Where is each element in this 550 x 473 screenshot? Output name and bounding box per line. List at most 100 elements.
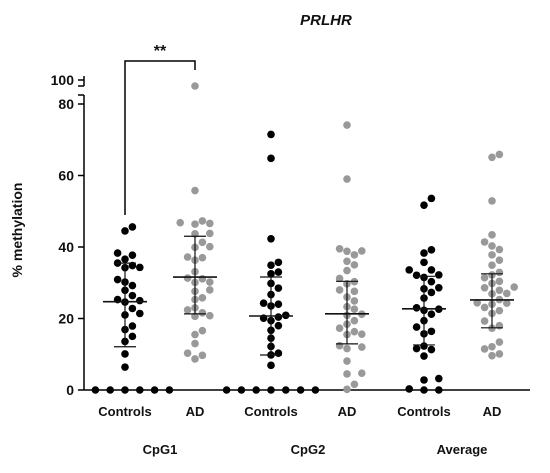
data-point-cpg2-controls [274, 284, 283, 292]
data-point-average-controls [427, 246, 436, 254]
data-point-cpg2-ad [343, 121, 351, 129]
data-point-cpg2-ad [350, 316, 359, 325]
data-point-cpg2-controls [274, 313, 283, 321]
data-point-average-controls [420, 249, 428, 257]
data-point-cpg1-ad [191, 229, 199, 238]
data-point-cpg2-ad [358, 343, 366, 351]
data-point-average-controls [420, 201, 428, 209]
data-point-cpg1-ad [191, 186, 199, 195]
data-point-cpg2-controls [267, 154, 275, 163]
data-point-average-controls [435, 271, 443, 279]
data-point-cpg2-controls [259, 299, 268, 307]
data-point-average-controls [435, 283, 443, 292]
data-point-average-controls [420, 342, 428, 350]
data-point-cpg2-controls [274, 349, 283, 357]
data-point-cpg1-controls [121, 386, 129, 394]
data-point-average-ad [480, 345, 489, 353]
data-point-cpg2-ad [343, 175, 351, 183]
data-point-cpg1-controls [113, 275, 122, 284]
data-point-average-ad [488, 197, 496, 205]
data-point-cpg2-ad [343, 385, 351, 394]
data-point-cpg2-controls [267, 261, 275, 270]
data-point-cpg1-controls [165, 386, 174, 394]
group-label-cpg2: CpG2 [291, 442, 326, 457]
data-point-average-controls [412, 344, 421, 353]
data-point-cpg2-ad [343, 266, 351, 275]
data-point-cpg2-controls [267, 234, 275, 243]
data-point-average-ad [495, 268, 504, 277]
data-point-cpg1-ad [198, 238, 207, 247]
data-point-cpg1-controls [121, 227, 129, 235]
data-point-cpg1-controls [113, 249, 122, 257]
data-point-cpg1-ad [206, 219, 214, 228]
data-point-average-ad [488, 261, 496, 270]
data-point-average-ad [495, 277, 504, 286]
data-point-cpg1-ad [191, 82, 199, 90]
data-point-average-ad [495, 286, 504, 295]
data-point-average-ad [495, 256, 504, 265]
data-point-average-controls [427, 327, 436, 336]
data-point-cpg1-controls [136, 386, 144, 394]
data-point-cpg1-controls [91, 386, 100, 394]
x-tick-label-average-controls: Controls [397, 404, 450, 419]
data-point-average-controls [412, 323, 421, 331]
data-point-cpg1-ad [191, 312, 199, 321]
data-point-average-ad [488, 242, 496, 250]
data-point-average-ad [495, 306, 504, 315]
y-axis-label: % methylation [9, 183, 25, 278]
data-point-average-ad [495, 338, 504, 346]
x-tick-label-cpg2-controls: Controls [244, 404, 297, 419]
data-point-cpg2-controls [282, 386, 290, 394]
data-point-cpg1-controls [128, 223, 137, 231]
data-point-cpg2-controls [274, 258, 283, 267]
data-point-cpg2-ad [350, 261, 359, 269]
data-point-cpg1-controls [106, 386, 114, 394]
data-point-cpg1-controls [136, 296, 144, 305]
data-point-cpg2-ad [335, 286, 344, 294]
data-point-cpg2-ad [343, 344, 351, 353]
data-point-average-ad [495, 150, 504, 159]
data-point-cpg2-ad [335, 324, 344, 332]
data-point-cpg2-ad [350, 287, 359, 296]
y-tick-label-40: 40 [58, 239, 74, 255]
data-point-cpg2-ad [350, 327, 359, 336]
data-point-average-ad [488, 351, 496, 360]
data-point-average-controls [427, 288, 436, 297]
data-point-average-controls [420, 386, 428, 394]
data-point-cpg1-controls [128, 251, 137, 260]
data-point-cpg1-ad [206, 278, 214, 286]
data-point-cpg1-controls [121, 255, 129, 263]
data-point-cpg2-controls [267, 130, 275, 139]
data-point-cpg2-ad [358, 330, 366, 339]
data-point-cpg1-controls [128, 261, 137, 270]
data-point-cpg1-ad [206, 229, 214, 238]
x-tick-label-average-ad: AD [483, 404, 502, 419]
data-point-cpg2-ad [358, 247, 366, 255]
data-point-average-controls [427, 277, 436, 286]
data-point-cpg1-controls [136, 309, 144, 318]
data-point-average-controls [427, 310, 436, 319]
data-point-cpg1-ad [183, 306, 192, 314]
data-point-cpg1-controls [121, 350, 129, 358]
data-point-average-controls [412, 271, 421, 280]
data-point-cpg1-controls [121, 363, 129, 371]
data-point-cpg2-ad [350, 297, 359, 305]
data-point-cpg2-controls [274, 321, 283, 330]
data-point-cpg1-controls [128, 322, 137, 330]
chart-title: PRLHR [300, 12, 352, 29]
y-tick-label-60: 60 [58, 168, 74, 184]
data-point-cpg1-ad [191, 355, 199, 363]
data-point-average-controls [420, 258, 428, 267]
data-point-cpg2-ad [343, 247, 351, 256]
data-point-average-controls [412, 303, 421, 312]
y-tick-label-80: 80 [58, 96, 74, 112]
data-point-cpg2-ad [350, 380, 359, 389]
data-point-average-controls [405, 266, 414, 274]
data-point-average-controls [420, 352, 428, 360]
data-point-cpg1-ad [198, 275, 207, 283]
data-point-cpg2-ad [343, 257, 351, 266]
data-point-cpg2-controls [252, 386, 260, 394]
x-tick-label-cpg1-controls: Controls [98, 404, 151, 419]
